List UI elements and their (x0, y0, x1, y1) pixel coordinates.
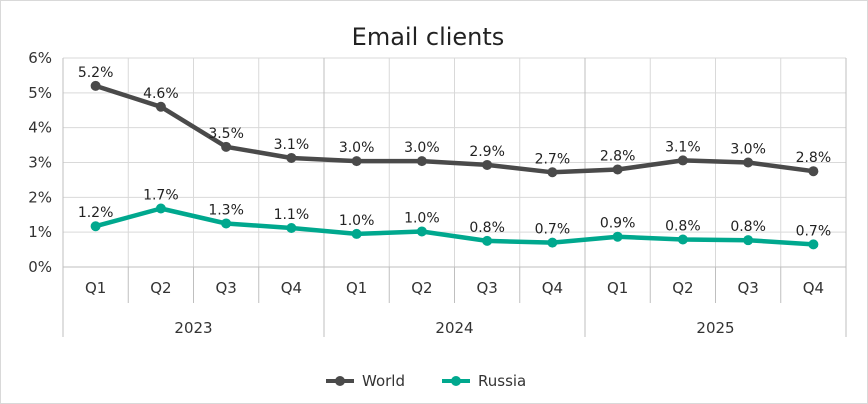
x-tick-label: Q3 (476, 279, 497, 297)
legend-label-russia: Russia (478, 372, 526, 390)
data-label-russia: 0.7% (796, 223, 832, 239)
x-group-label: 2024 (435, 319, 473, 337)
series-line-russia (93, 206, 816, 247)
data-label-world: 2.7% (535, 151, 571, 167)
data-point-world (221, 141, 232, 152)
x-tick-label: Q1 (85, 279, 106, 297)
data-label-russia: 1.0% (404, 210, 440, 226)
legend-marker-russia (451, 376, 461, 386)
y-tick-label: 3% (28, 154, 52, 172)
data-point-russia (90, 221, 101, 232)
data-label-russia: 1.1% (274, 207, 310, 223)
data-point-russia (547, 237, 558, 248)
data-point-world (482, 159, 493, 170)
y-tick-label: 2% (28, 188, 52, 206)
data-label-russia: 0.8% (730, 219, 766, 235)
data-label-russia: 0.7% (535, 222, 571, 238)
data-label-russia: 1.2% (78, 205, 114, 221)
data-point-world (351, 156, 362, 167)
data-point-world (612, 164, 623, 175)
data-point-russia (482, 235, 493, 246)
x-tick-label: Q3 (737, 279, 758, 297)
x-axis: Q1 Q2 Q3 Q4 Q1 Q2 Q3 Q4 Q1 Q2 Q3 Q4 2023 2024 2025 (85, 279, 824, 337)
x-tick-label: Q4 (542, 279, 563, 297)
data-label-world: 3.0% (339, 140, 375, 156)
data-point-russia (416, 226, 427, 237)
data-label-world: 3.5% (208, 126, 244, 142)
x-tick-label: Q2 (411, 279, 432, 297)
data-label-world: 2.8% (796, 150, 832, 166)
data-point-russia (677, 234, 688, 245)
data-point-world (90, 80, 101, 91)
x-group-label: 2023 (174, 319, 212, 337)
legend-marker-world (335, 376, 345, 386)
chart-title: Email clients (352, 23, 505, 51)
x-tick-label: Q1 (607, 279, 628, 297)
x-tick-label: Q2 (150, 279, 171, 297)
y-axis: 0% 1% 2% 3% 4% 5% 6% (28, 49, 52, 276)
data-label-world: 3.1% (274, 137, 310, 153)
data-point-world (416, 156, 427, 167)
data-label-russia: 1.3% (208, 202, 244, 218)
x-tick-label: Q4 (281, 279, 302, 297)
data-point-russia (743, 235, 754, 246)
y-tick-label: 5% (28, 84, 52, 102)
x-tick-label: Q4 (803, 279, 824, 297)
data-point-russia (221, 218, 232, 229)
y-tick-label: 6% (28, 49, 52, 67)
data-label-world: 3.1% (665, 139, 701, 155)
data-point-world (155, 101, 166, 112)
data-label-world: 2.8% (600, 148, 636, 164)
legend-label-world: World (362, 372, 405, 390)
data-point-russia (612, 231, 623, 242)
x-tick-label: Q2 (672, 279, 693, 297)
data-label-world: 3.0% (730, 142, 766, 158)
data-label-russia: 0.8% (469, 220, 505, 236)
data-point-world (677, 155, 688, 166)
legend: World Russia (326, 372, 526, 390)
data-label-world: 5.2% (78, 65, 114, 81)
data-point-russia (286, 222, 297, 233)
data-point-world (286, 152, 297, 163)
series-line-world (93, 83, 816, 175)
data-label-world: 3.0% (404, 140, 440, 156)
series-layer (90, 80, 819, 250)
data-label-world: 2.9% (469, 144, 505, 160)
data-labels: 5.2% 4.6% 3.5% 3.1% 3.0% 3.0% 2.9% 2.7% 2.8% 3.1%… (78, 65, 831, 239)
data-label-russia: 0.9% (600, 216, 636, 232)
data-point-russia (155, 203, 166, 214)
y-tick-label: 1% (28, 223, 52, 241)
y-tick-label: 0% (28, 258, 52, 276)
grid-lines (62, 57, 847, 337)
data-point-russia (351, 228, 362, 239)
data-label-russia: 1.0% (339, 213, 375, 229)
x-tick-label: Q3 (215, 279, 236, 297)
data-point-russia (808, 239, 819, 250)
x-tick-label: Q1 (346, 279, 367, 297)
data-point-world (547, 167, 558, 178)
y-tick-label: 4% (28, 119, 52, 137)
data-point-world (743, 157, 754, 168)
x-group-label: 2025 (696, 319, 734, 337)
data-label-russia: 1.7% (143, 187, 179, 203)
data-label-russia: 0.8% (665, 218, 701, 234)
data-label-world: 4.6% (143, 86, 179, 102)
data-point-world (808, 166, 819, 177)
